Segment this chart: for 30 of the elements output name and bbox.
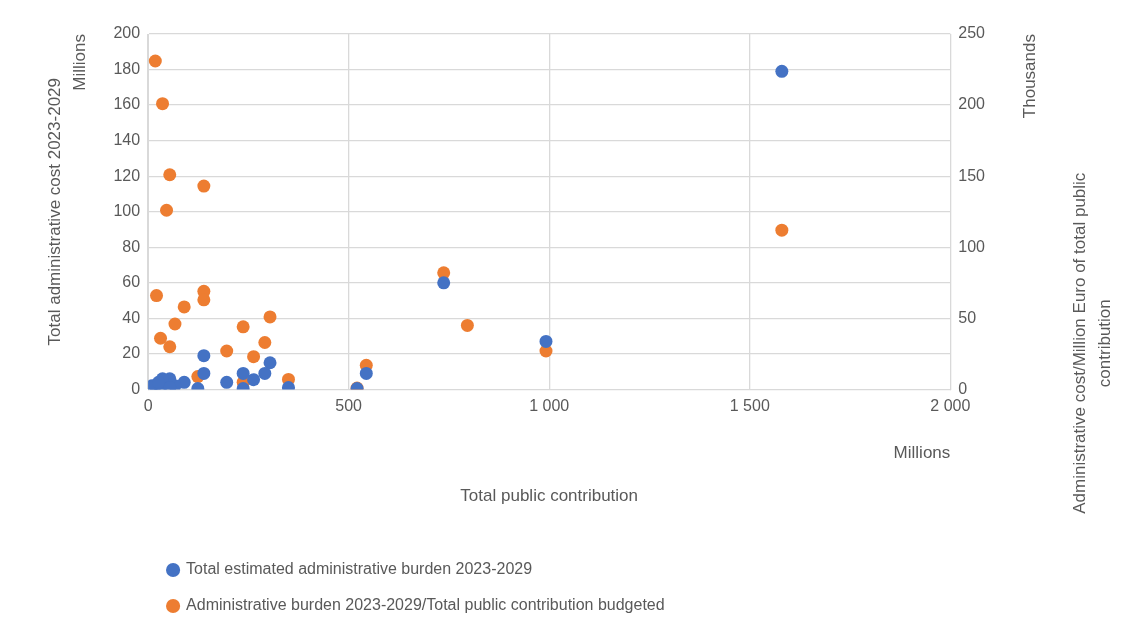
y-axis-title: Total administrative cost 2023-2029 [44,77,64,346]
y-tick-label: 140 [113,131,141,149]
text: Millions [69,34,89,91]
x-tick-label: 2 000 [930,397,971,415]
y-tick-label: 0 [131,379,141,397]
y2-tick-label: 50 [958,308,977,326]
y2-tick-label: 150 [958,166,986,184]
y-tick-label: 100 [113,202,141,220]
y2-tick-label: 0 [958,379,968,397]
legend-label: Administrative burden 2023-2029/Total public contribution budgeted [186,596,665,614]
y-tick-label: 120 [113,166,141,184]
x-tick-label: 1 500 [729,397,770,415]
x-tick-label: 0 [143,397,153,415]
y-tick-label: 200 [113,24,141,42]
text: Millions [893,442,951,462]
y-tick-label: 180 [113,59,141,77]
x-tick-label: 500 [335,397,363,415]
y-tick-label: 80 [122,237,141,255]
y-tick-label: 160 [113,95,141,113]
text: Thousands [1019,34,1039,119]
y-tick-label: 40 [122,308,141,326]
y2-tick-label: 200 [958,95,986,113]
y2-tick-label: 100 [958,237,986,255]
x-tick-label: 1 000 [529,397,570,415]
legend-label: Total estimated administrative burden 2023-2029 [186,560,533,578]
y2-tick-label: 250 [958,24,986,42]
y-tick-label: 60 [122,273,141,291]
x-axis-title: Total public contribution [460,486,639,506]
y-tick-label: 20 [122,344,141,362]
y2-axis-title: Administrative cost/Million Euro of total public contribution [1069,172,1114,514]
